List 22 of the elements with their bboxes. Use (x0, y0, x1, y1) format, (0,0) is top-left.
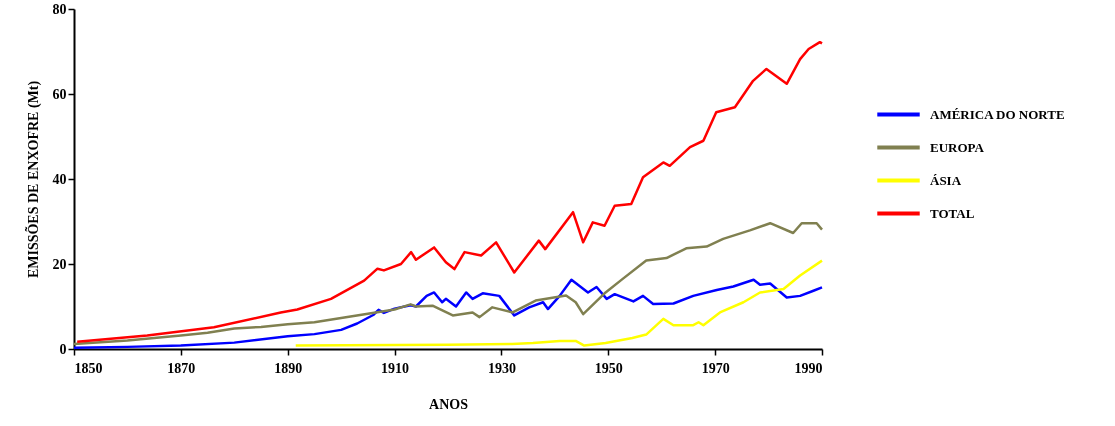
x-tick-label: 1930 (487, 360, 516, 376)
legend-label: AMÉRICA DO NORTE (930, 106, 1065, 122)
x-tick-label: 1950 (594, 360, 623, 376)
line-series (75, 40, 824, 344)
legend-label: EUROPA (930, 139, 985, 155)
y-tick-label: 60 (52, 86, 67, 102)
line-series (294, 259, 824, 347)
x-tick-label: 1910 (381, 360, 410, 376)
y-tick-label: 80 (52, 1, 67, 17)
x-tick-label: 1870 (167, 360, 196, 376)
line-series (72, 221, 824, 346)
x-tick-label: 1850 (74, 360, 103, 376)
legend-label: TOTAL (930, 205, 975, 221)
legend-label: ÁSIA (930, 172, 962, 188)
x-tick-label: 1890 (274, 360, 303, 376)
y-tick-label: 0 (59, 341, 67, 357)
x-tick-label: 1970 (701, 360, 730, 376)
x-tick-label: 1990 (794, 360, 823, 376)
y-tick-label: 20 (52, 256, 67, 272)
x-axis-title: ANOS (429, 396, 469, 412)
y-tick-label: 40 (52, 171, 67, 187)
y-axis-title: EMISSÕES DE ENXOFRE (Mt) (23, 80, 42, 279)
